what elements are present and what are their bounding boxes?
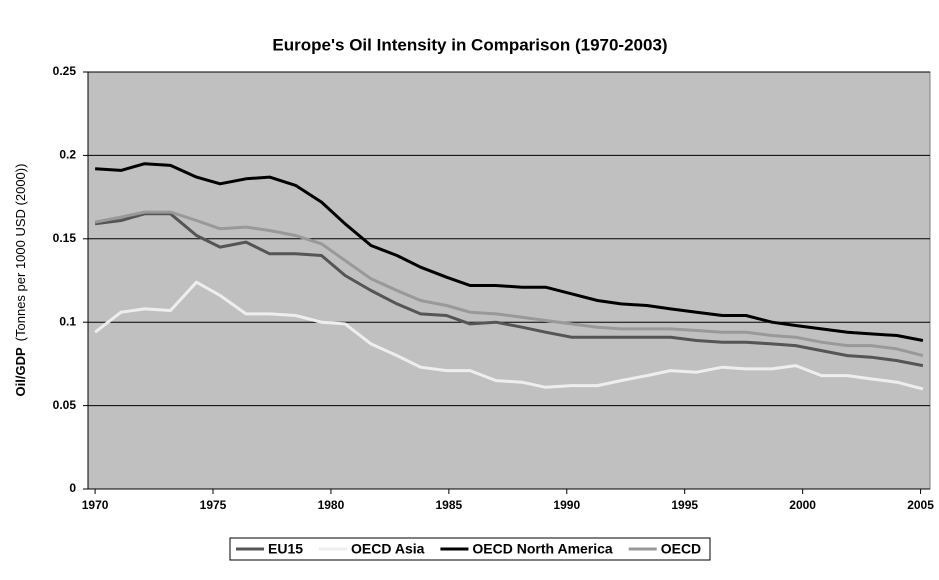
y-axis-label-main: Oil/GDP [13,347,28,396]
legend-label: OECD [661,541,701,557]
legend-label: EU15 [268,541,303,557]
x-tick-label: 2000 [789,498,816,512]
series-line [94,212,924,368]
x-tick-label: 1980 [318,498,345,512]
y-tick-label: 0.05 [53,398,77,412]
plot-area [87,71,931,490]
x-tick-label: 1975 [200,498,227,512]
x-tick-label: 2005 [907,498,934,512]
legend-box [229,537,711,561]
x-tick-label: 1985 [436,498,463,512]
chart-title: Europe's Oil Intensity in Comparison (19… [272,35,667,54]
y-axis-label-units: (Tonnes per 1000 USD (2000)) [13,164,28,342]
y-tick-label: 0.1 [59,314,76,328]
series-line [94,210,924,358]
legend-label: OECD Asia [351,541,425,557]
y-tick-label: 0 [69,481,76,495]
y-tick-label: 0.2 [59,148,76,162]
x-tick-label: 1970 [82,498,109,512]
legend-label: OECD North America [472,541,613,557]
series-line [95,162,924,342]
y-tick-label: 0.25 [53,64,77,78]
y-axis-label: Oil/GDP (Tonnes per 1000 USD (2000)) [13,164,28,397]
y-tick-label: 0.15 [53,231,77,245]
x-tick-label: 1995 [671,498,698,512]
x-tick-label: 1990 [553,498,580,512]
series-line [94,280,924,391]
